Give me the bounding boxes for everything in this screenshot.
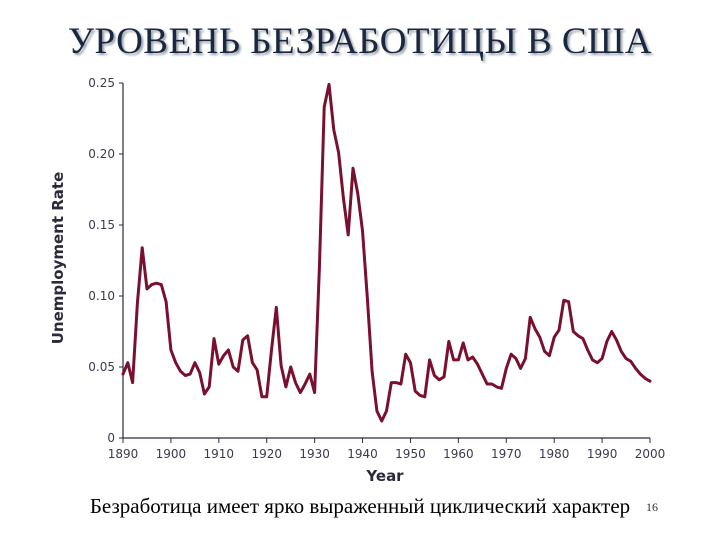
unemployment-series-line — [121, 82, 652, 423]
x-tick-label: 2000 — [635, 447, 666, 461]
y-tick-labels: 0 0.05 0.10 0.15 0.20 0.25 — [88, 76, 123, 445]
y-tick-label: 0.20 — [88, 147, 115, 161]
x-tick-label: 1920 — [251, 447, 282, 461]
slide-title: УРОВЕНЬ БЕЗРАБОТИЦЫ В США — [67, 21, 653, 62]
slide-caption: Безработица имеет ярко выраженный циклич… — [89, 494, 631, 518]
x-tick-label: 1980 — [539, 447, 570, 461]
y-axis-label: Unemployment Rate — [49, 172, 67, 345]
y-tick-label: 0.10 — [88, 289, 115, 303]
x-tick-label: 1900 — [156, 447, 187, 461]
x-tick-label: 1890 — [108, 447, 139, 461]
x-tick-labels: 1890 1900 1910 1920 1930 1940 1950 1960 1970 1980… — [108, 438, 666, 461]
x-tick-label: 1950 — [395, 447, 426, 461]
y-tick-label: 0.25 — [88, 76, 115, 90]
x-tick-label: 1940 — [347, 447, 378, 461]
x-tick-label: 1930 — [299, 447, 330, 461]
page-number: 16 — [646, 500, 658, 514]
x-tick-label: 1970 — [491, 447, 522, 461]
y-tick-label: 0 — [107, 431, 115, 445]
x-tick-label: 1910 — [204, 447, 235, 461]
y-tick-label: 0.05 — [88, 360, 115, 374]
x-tick-label: 1960 — [443, 447, 474, 461]
x-tick-label: 1990 — [587, 447, 618, 461]
y-tick-label: 0.15 — [88, 218, 115, 232]
x-axis-label: Year — [365, 467, 404, 485]
